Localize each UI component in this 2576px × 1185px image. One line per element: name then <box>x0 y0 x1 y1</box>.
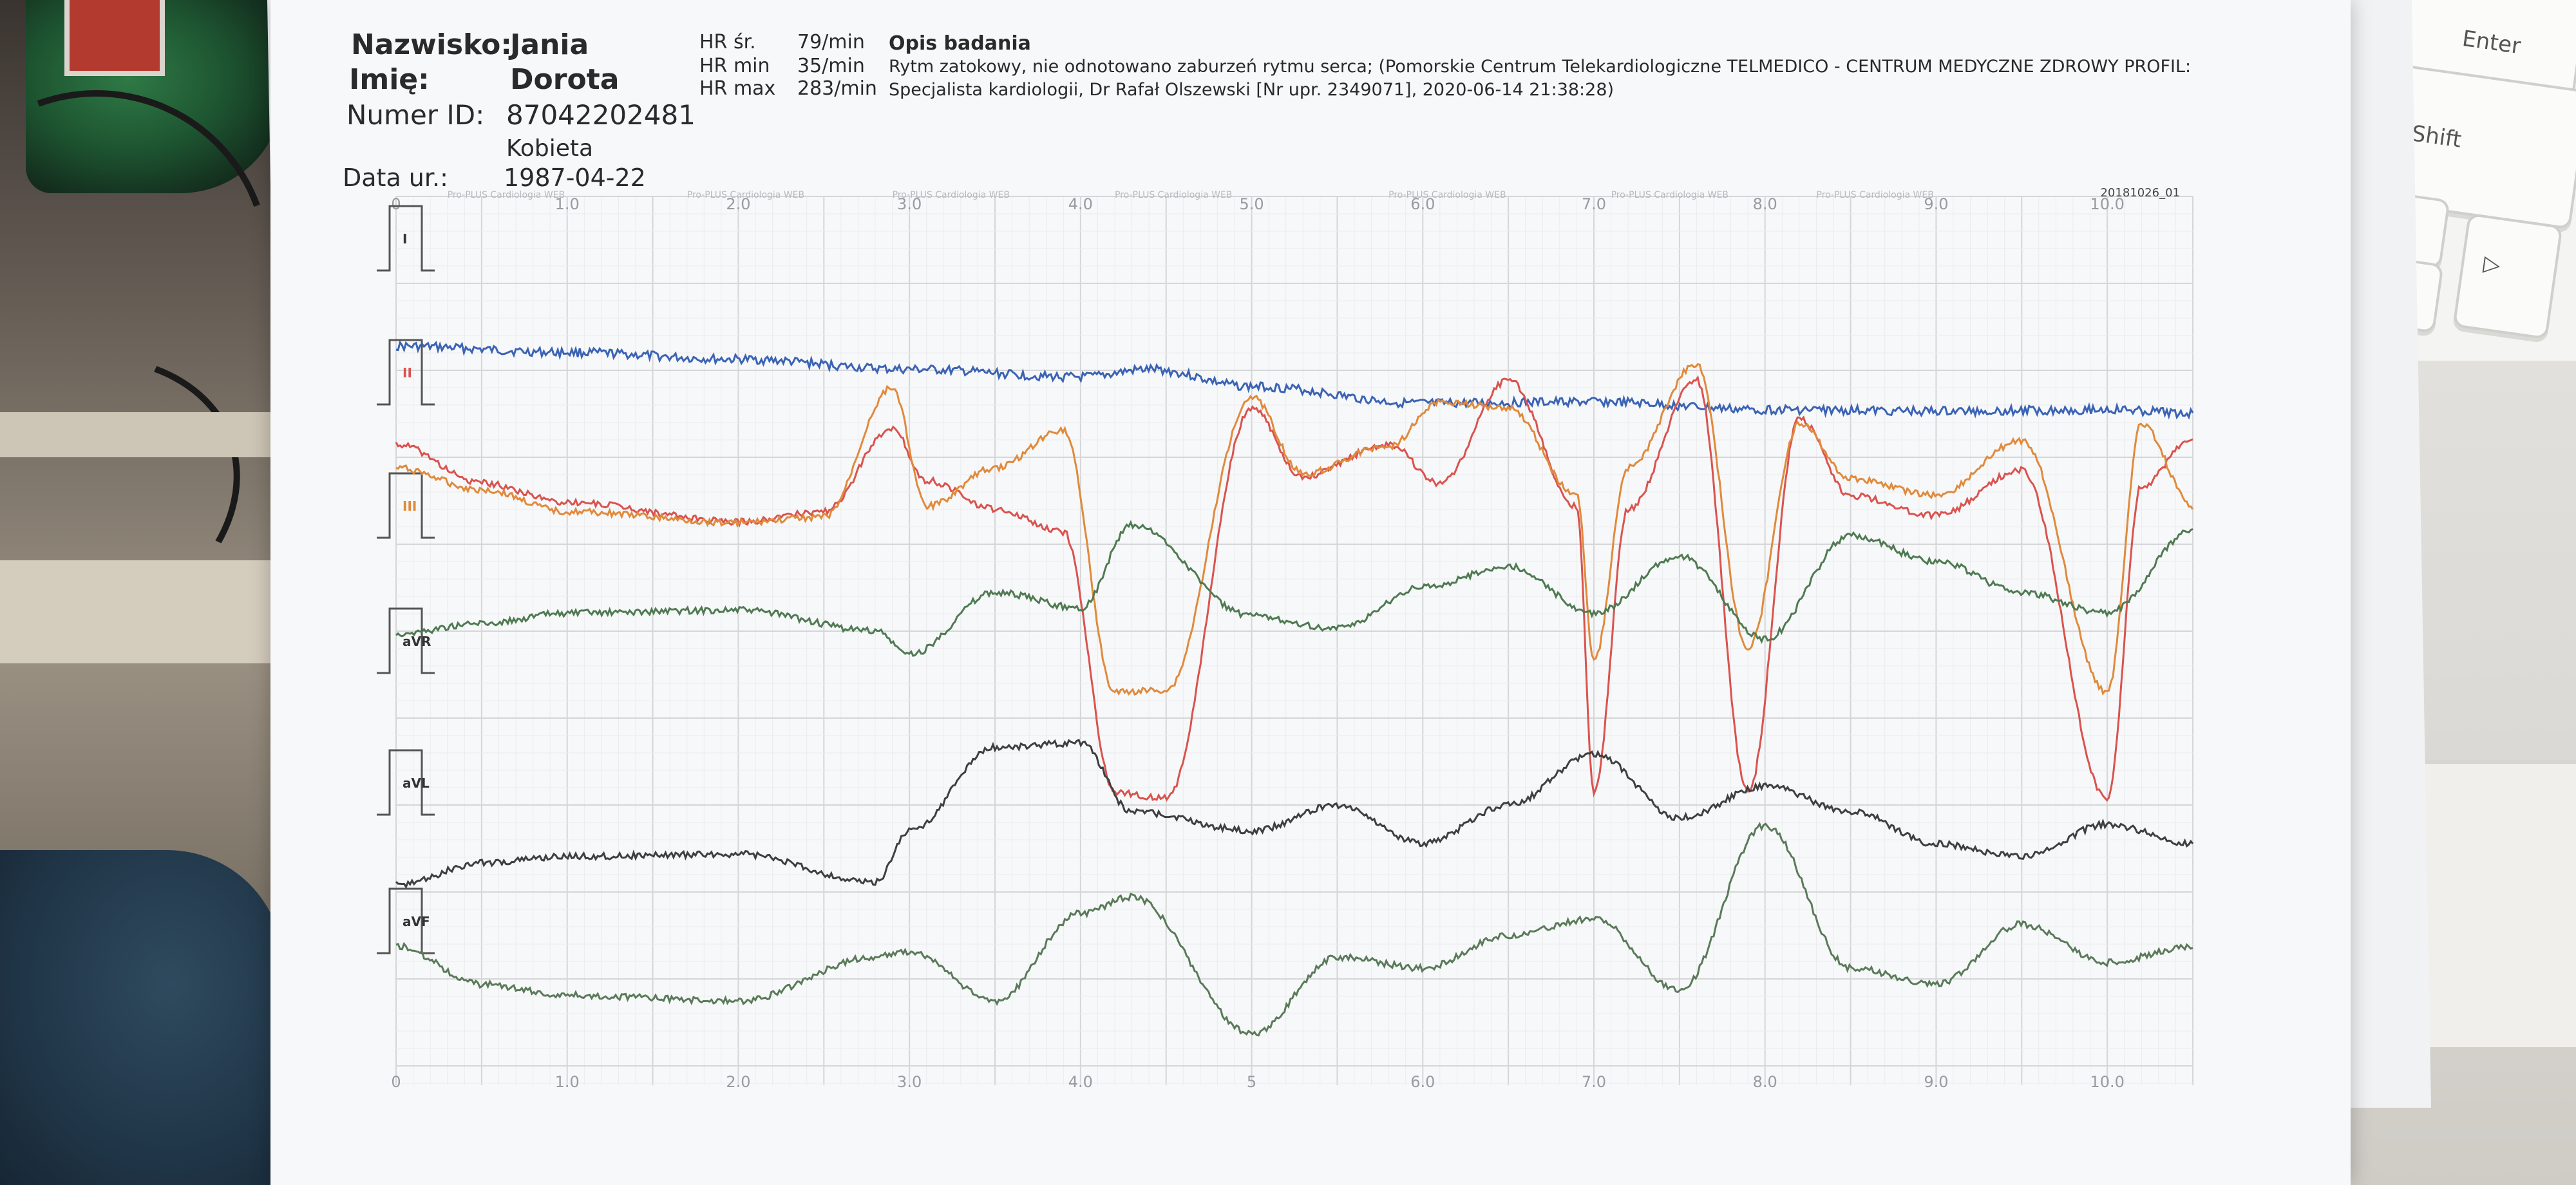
hr-avg-value: 79/min <box>797 31 865 53</box>
surname-value: Jania <box>510 28 589 61</box>
enter-key-label: Enter <box>2460 25 2523 60</box>
firstname-label: Imię: <box>349 63 430 96</box>
ecg-series-line <box>395 363 2194 696</box>
hr-min-value: 35/min <box>797 55 865 77</box>
x-tick-label-top: 9.0 <box>1924 195 1948 213</box>
calibration-pulse <box>377 607 435 674</box>
x-tick-label-top: 7.0 <box>1582 195 1606 213</box>
x-tick-label-top: 1.0 <box>555 195 580 213</box>
firstname-value: Dorota <box>510 63 620 96</box>
lead-label: aVF <box>402 914 430 929</box>
ecg-series-line <box>395 822 2193 1037</box>
patient-id-label: Numer ID: <box>346 99 485 131</box>
x-tick-label-bottom: 0 <box>391 1073 401 1091</box>
x-tick-label-top: 3.0 <box>897 195 922 213</box>
description-line-1: Rytm zatokowy, nie odnotowano zaburzeń r… <box>889 57 2192 77</box>
shift-key-label: Shift <box>2410 120 2463 153</box>
patient-sex: Kobieta <box>506 135 594 162</box>
surname-label: Nazwisko: <box>351 28 512 61</box>
watermark-text: Pro-PLUS Cardiologia WEB <box>687 190 804 200</box>
watermark-text: Pro-PLUS Cardiologia WEB <box>893 190 1010 200</box>
description-line-2: Specjalista kardiologii, Dr Rafał Olszew… <box>889 80 1615 100</box>
patient-id-value: 87042202481 <box>506 99 696 131</box>
lead-label: II <box>402 365 412 381</box>
calibration-pulse <box>377 887 435 954</box>
watermark-text: Pro-PLUS Cardiologia WEB <box>448 190 565 200</box>
calibration-pulse <box>377 339 435 406</box>
hr-min-label: HR min <box>699 55 770 77</box>
x-tick-label-bottom: 3.0 <box>897 1073 922 1091</box>
ecg-chart: 0 1.0 2.0 3.0 4.0 5.0 6.0 7.0 8.0 9.0 10.0 0 1.0 2.0 3… <box>377 186 2194 1091</box>
description-heading: Opis badania <box>889 32 1031 55</box>
shelf-board <box>0 560 296 663</box>
x-tick-label-bottom: 5 <box>1247 1073 1256 1091</box>
lead-label: aVL <box>402 775 430 791</box>
ecg-series-line <box>395 520 2193 657</box>
watermark-text: Pro-PLUS Cardiologia WEB <box>1816 190 1933 200</box>
right-arrow-key: ▷ <box>2452 213 2563 340</box>
hr-max-value: 283/min <box>797 77 877 100</box>
record-code: 20181026_01 <box>2100 186 2180 200</box>
x-tick-label-bottom: 4.0 <box>1068 1073 1093 1091</box>
x-tick-label-bottom: 9.0 <box>1924 1073 1948 1091</box>
shelf-board <box>0 412 296 457</box>
lead-label: III <box>402 498 417 514</box>
x-tick-label-bottom: 6.0 <box>1410 1073 1435 1091</box>
x-tick-label-top: 2.0 <box>726 195 750 213</box>
calibration-pulse <box>377 749 435 816</box>
jeans-fabric <box>0 850 283 1185</box>
x-tick-label-top: 0 <box>391 195 401 213</box>
x-tick-label-top: 4.0 <box>1068 195 1093 213</box>
red-device-part <box>64 0 165 76</box>
calibration-pulse <box>377 205 435 272</box>
x-tick-label-bottom: 10.0 <box>2090 1073 2124 1091</box>
x-tick-label-top: 8.0 <box>1753 195 1777 213</box>
hr-max-label: HR max <box>699 77 776 100</box>
x-tick-label-bottom: 8.0 <box>1753 1073 1777 1091</box>
lead-label: I <box>402 231 407 247</box>
x-tick-label-bottom: 7.0 <box>1582 1073 1606 1091</box>
watermark-text: Pro-PLUS Cardiologia WEB <box>1115 190 1232 200</box>
dob-value: 1987-04-22 <box>504 164 646 192</box>
lead-label: aVR <box>402 634 431 649</box>
ecg-series-line <box>395 375 2193 802</box>
x-tick-label-top: 10.0 <box>2090 195 2124 213</box>
dob-label: Data ur.: <box>343 164 448 192</box>
hr-avg-label: HR śr. <box>699 31 756 53</box>
ecg-series-line <box>395 739 2194 889</box>
x-tick-label-bottom: 2.0 <box>726 1073 750 1091</box>
x-tick-label-top: 6.0 <box>1410 195 1435 213</box>
x-tick-label-top: 5.0 <box>1239 195 1264 213</box>
watermark-text: Pro-PLUS Cardiologia WEB <box>1611 190 1728 200</box>
ecg-printout: Nazwisko: Jania Imię: Dorota Numer ID: 8… <box>270 0 2351 1185</box>
watermark-text: Pro-PLUS Cardiologia WEB <box>1388 190 1506 200</box>
x-tick-label-bottom: 1.0 <box>555 1073 580 1091</box>
calibration-pulse <box>377 472 435 539</box>
ecg-series-line <box>395 340 2194 420</box>
